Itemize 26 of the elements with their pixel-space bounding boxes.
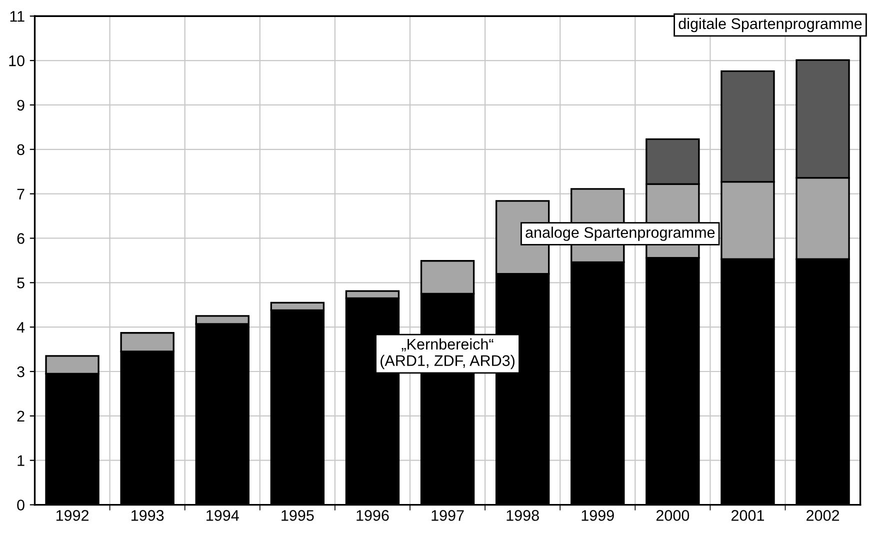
- y-tick-label: 6: [17, 233, 24, 244]
- series-label: „Kernbereich“ (ARD1, ZDF, ARD3): [380, 338, 514, 370]
- y-tick-label: 0: [17, 500, 24, 510]
- x-tick-label: 2001: [732, 510, 764, 521]
- y-tick-label: 4: [16, 322, 25, 333]
- x-tick-label: 2000: [656, 510, 690, 521]
- y-tick-label: 9: [17, 100, 24, 111]
- series-label: analoge Spartenprogramme: [526, 226, 715, 241]
- y-tick-label: 5: [17, 278, 24, 288]
- x-tick-label: 1999: [582, 510, 614, 521]
- y-tick-label: 1: [18, 455, 24, 466]
- x-tick-label: 1997: [432, 510, 464, 521]
- y-tick-label: 8: [17, 144, 24, 156]
- y-tick-label: 11: [10, 11, 24, 22]
- x-tick-label: 1998: [506, 510, 539, 521]
- y-tick-label: 2: [17, 410, 24, 422]
- text: digitale Spartenprogramme: [678, 18, 862, 32]
- x-tick-label: 1993: [132, 510, 164, 521]
- y-tick-label: 7: [17, 188, 24, 200]
- x-tick-label: 1996: [356, 510, 389, 521]
- x-tick-label: 1994: [206, 510, 239, 521]
- y-tick-label: 3: [17, 366, 24, 378]
- x-tick-label: 2002: [806, 510, 840, 521]
- x-tick-label: 1995: [282, 510, 314, 521]
- x-tick-label: 1992: [56, 510, 89, 521]
- y-tick-label: 10: [9, 55, 24, 66]
